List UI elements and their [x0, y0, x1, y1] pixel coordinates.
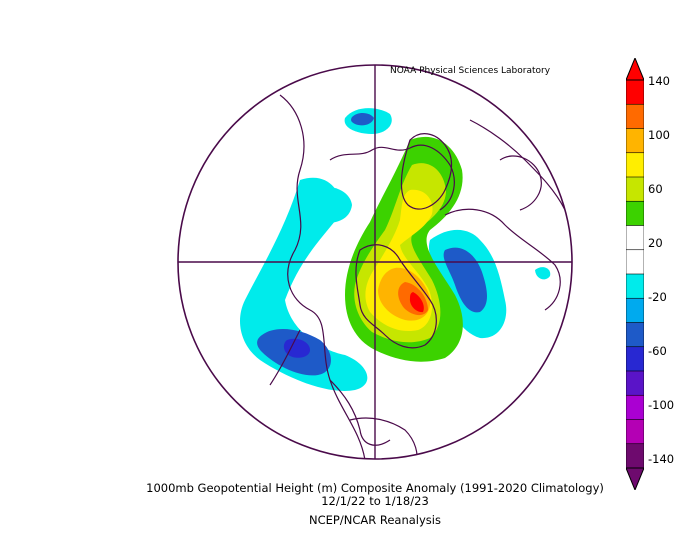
arctic-low-core	[351, 112, 374, 126]
coastlines	[269, 94, 566, 459]
colorbar-label-100: 100	[648, 128, 670, 142]
colorbar-label-minus60: -60	[648, 344, 667, 358]
colorbar-cell	[626, 370, 644, 397]
caption-title: 1000mb Geopotential Height (m) Composite…	[146, 481, 604, 495]
east-negative-small	[535, 267, 551, 280]
colorbar-top-arrow	[626, 58, 644, 81]
colorbar-label-60: 60	[648, 182, 663, 196]
colorbar-cell	[626, 200, 644, 227]
colorbar-cell	[626, 297, 644, 324]
colorbar-bottom-arrow	[626, 467, 644, 490]
positive-anomaly-core	[409, 292, 424, 313]
colorbar-cell	[626, 249, 644, 275]
colorbar-cell	[626, 273, 644, 300]
colorbar-cell	[626, 322, 644, 348]
colorbar-cell	[626, 176, 644, 203]
colorbar-cell	[626, 79, 644, 106]
colorbar-cell	[626, 225, 644, 251]
credit-text: NOAA Physical Sciences Laboratory	[390, 66, 551, 76]
europe-low-core	[443, 247, 487, 313]
colorbar-label-minus100: -100	[648, 398, 675, 412]
colorbar-cells	[626, 79, 644, 469]
colorbar-label-140: 140	[648, 74, 670, 88]
anomaly-shading	[240, 108, 551, 391]
colorbar-cell	[626, 103, 644, 130]
caption-dates: 12/1/22 to 1/18/23	[321, 494, 429, 508]
colorbar-cell	[626, 394, 644, 421]
colorbar-label-minus20: -20	[648, 290, 667, 304]
map-boundary-circle	[177, 64, 573, 460]
colorbar-cell	[626, 346, 644, 372]
colorbar-cell	[626, 443, 644, 469]
colorbar-cell	[626, 152, 644, 178]
colorbar	[626, 58, 644, 490]
alaska-negative-anomaly	[304, 186, 352, 223]
colorbar-label-20: 20	[648, 236, 663, 250]
colorbar-label-minus140: -140	[648, 452, 675, 466]
colorbar-cell	[626, 128, 644, 154]
caption-source: NCEP/NCAR Reanalysis	[309, 513, 441, 527]
colorbar-cell	[626, 419, 644, 445]
pacific-low-core	[283, 338, 310, 358]
